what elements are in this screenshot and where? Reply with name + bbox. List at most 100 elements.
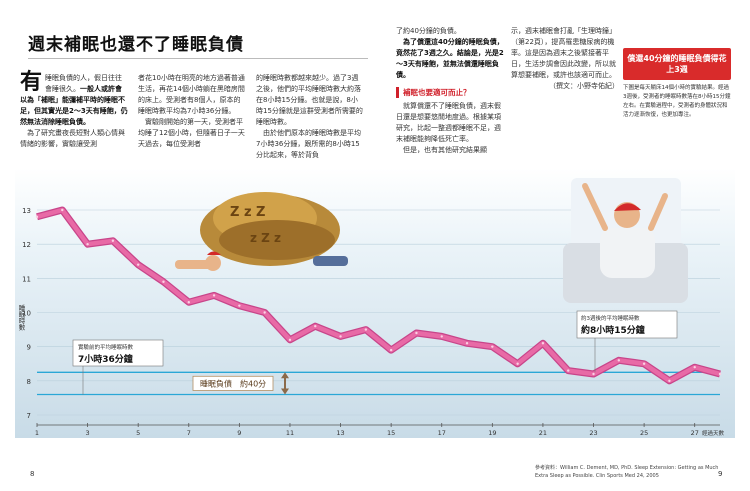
article-title: 週末補眠也還不了睡眠負債 [28, 35, 244, 55]
col3-p2: 由於他們原本的睡眠時數是平均7小時36分鐘，跟所需的8小時15分比起來，等於背負 [256, 129, 361, 159]
data-point [162, 280, 165, 283]
col4-p2-bold: 為了償還這40分鐘的睡眠負債，竟然花了3週之久。結論是，光是2～3天有睡飽，並無… [396, 38, 504, 79]
y-tick-label: 13 [22, 207, 31, 215]
page-number-left: 8 [30, 470, 35, 478]
col2-p2: 實驗剛開始的第一天，受測者平均睡了12個小時，但隨著日子一天天過去，每位受測者 [138, 118, 245, 148]
data-point [35, 215, 39, 219]
target-callout-value: 約8小時15分鐘 [581, 324, 645, 336]
x-tick-label: 11 [286, 429, 294, 437]
sidebar-text: 下圖是每天躺床14個小時的實驗結果。經過3週後，受測者的睡眠時數落在8小時15分… [623, 85, 731, 118]
sidebar-box: 償還40分鐘的睡眠負債得花上3週 下圖是每天躺床14個小時的實驗結果。經過3週後… [623, 48, 731, 120]
data-point [693, 365, 696, 369]
col4-p4: 但是，也有其他研究結果顯 [403, 146, 487, 154]
col4-p1: 了約40分鐘的負債。 [396, 27, 461, 35]
x-tick-label: 27 [691, 429, 699, 437]
text-column-4: 了約40分鐘的負債。 為了償還這40分鐘的睡眠負債，竟然花了3週之久。結論是，光… [396, 26, 504, 156]
target-callout-box [576, 310, 678, 339]
x-tick-label: 13 [336, 429, 344, 437]
text-column-2: 者花10小時在明亮的地方過著普通生活，再花14個小時躺在黑暗房間的床上。受測者有… [138, 73, 246, 150]
svg-text:z Z z: z Z z [250, 231, 281, 245]
y-tick-label: 7 [27, 412, 31, 420]
svg-text:Z z Z: Z z Z [230, 205, 265, 220]
data-point [541, 342, 545, 345]
chart-illustrations: Z z Z z Z z [175, 178, 688, 303]
col3-p1: 的睡眠時數都越來越少。過了3週之後，他們的平均睡眠時數大約落在8小時15分鐘。也… [256, 74, 363, 126]
y-tick-label: 12 [22, 241, 31, 249]
x-tick-label: 5 [136, 429, 140, 437]
data-point [212, 294, 216, 297]
x-axis: 1 3 5 7 9 11 13 15 17 19 21 23 25 27 經過天數 [35, 423, 725, 437]
x-axis-end-label: 經過天數 [702, 429, 725, 437]
data-point [364, 328, 368, 331]
y-tick-label: 10 [22, 310, 31, 318]
page-number-right: 9 [718, 470, 723, 478]
y-tick-label: 8 [27, 378, 31, 386]
data-point [187, 301, 190, 304]
data-point [415, 331, 418, 335]
x-tick-label: 19 [488, 429, 496, 437]
x-tick-label: 9 [237, 429, 241, 437]
col1-p1-bold: 一般人或許會以為「補眠」能彌補平時的睡眠不足，但其實光是2～3天有睡飽，仍然無法… [20, 85, 128, 126]
x-tick-label: 21 [539, 429, 547, 437]
sleep-chart: Z z Z z Z z 實驗前的平均睡眠時數 7小時36分鐘 約3週後的平均睡眠時數… [17, 178, 725, 455]
data-point [440, 335, 443, 338]
chart-points [35, 208, 722, 383]
data-point [86, 242, 89, 246]
col2-p1: 者花10小時在明亮的地方過著普通生活，再花14個小時躺在黑暗房間的床上。受測者有… [138, 74, 245, 115]
reference-note: 參考資料：William C. Dement, MD, PhD. Sleep E… [535, 465, 719, 479]
data-point [238, 304, 241, 307]
author-credit: （撰文：小野寺佑紀） [549, 82, 619, 90]
data-point [592, 372, 595, 376]
x-tick-label: 23 [589, 429, 597, 437]
col1-p1: 睡眠負債的人，假日往往會睡很久。 [45, 74, 123, 93]
data-point [617, 359, 621, 362]
data-point [263, 311, 266, 314]
x-tick-label: 1 [35, 429, 39, 437]
debt-label-box [192, 375, 274, 391]
col4-p3: 就算償還不了睡眠負債，週末假日還是想要悠閒地度過。根據某項研究，比起一整週都睡眠… [396, 102, 501, 143]
data-point [567, 369, 570, 372]
debt-label: 睡眠負債 約40分 [200, 378, 266, 388]
data-point [389, 348, 393, 352]
target-callout-label: 約3週後的平均睡眠時數 [581, 314, 640, 322]
chart-area: Z z Z z Z z 實驗前的平均睡眠時數 7小時36分鐘 約3週後的平均睡眠時數… [15, 168, 735, 455]
baseline-callout-value: 7小時36分鐘 [78, 353, 133, 365]
data-point [718, 372, 722, 376]
data-point [61, 208, 64, 212]
data-point [288, 338, 292, 342]
data-point [491, 345, 494, 348]
reference-lines [37, 371, 720, 396]
x-tick-label: 3 [86, 429, 90, 437]
data-point [111, 239, 115, 242]
data-point [465, 342, 469, 345]
text-column-5: 示，週末補眠會打亂「生理時鐘」（第22頁），提高罹患糖尿病的機率。這是因為週末之… [511, 26, 619, 92]
x-tick-label: 25 [640, 429, 648, 437]
sleep-line [36, 207, 721, 384]
data-point [642, 362, 646, 365]
text-column-1: 有睡眠負債的人，假日往往會睡很久。一般人或許會以為「補眠」能彌補平時的睡眠不足，… [20, 70, 128, 150]
sidebar-heading: 償還40分鐘的睡眠負債得花上3週 [623, 48, 731, 80]
col1-p2: 為了研究畫夜長短對人類心情與情緒的影響，實驗讓受測 [20, 129, 125, 148]
data-point [668, 379, 671, 383]
x-tick-label: 7 [187, 429, 191, 437]
waking-person-illustration [563, 178, 688, 303]
debt-arrow-head-down [281, 388, 289, 395]
y-axis-label: 睡眠時數 [17, 304, 25, 332]
x-tick-label: 17 [438, 429, 446, 437]
y-tick-label: 9 [27, 344, 31, 352]
data-point [314, 324, 317, 328]
x-tick-label: 15 [387, 429, 395, 437]
data-point [339, 335, 342, 338]
data-point [136, 263, 140, 266]
text-column-3: 的睡眠時數都越來越少。過了3週之後，他們的平均睡眠時數大約落在8小時15分鐘。也… [256, 73, 364, 161]
y-axis: 7 8 9 10 11 12 13 睡眠時數 [17, 207, 31, 420]
y-tick-label: 11 [22, 275, 31, 283]
data-point [516, 362, 519, 365]
col5-p1: 示，週末補眠會打亂「生理時鐘」（第22頁），提高罹患糖尿病的機率。這是因為週末之… [511, 27, 616, 79]
baseline-callout-label: 實驗前的平均睡眠時數 [78, 343, 134, 351]
title-divider [28, 58, 368, 59]
baseline-callout-box [72, 339, 164, 367]
drop-cap: 有 [20, 70, 43, 95]
debt-arrow-head-up [281, 372, 289, 379]
section-heading: 補眠也要適可而止？ [396, 87, 504, 98]
